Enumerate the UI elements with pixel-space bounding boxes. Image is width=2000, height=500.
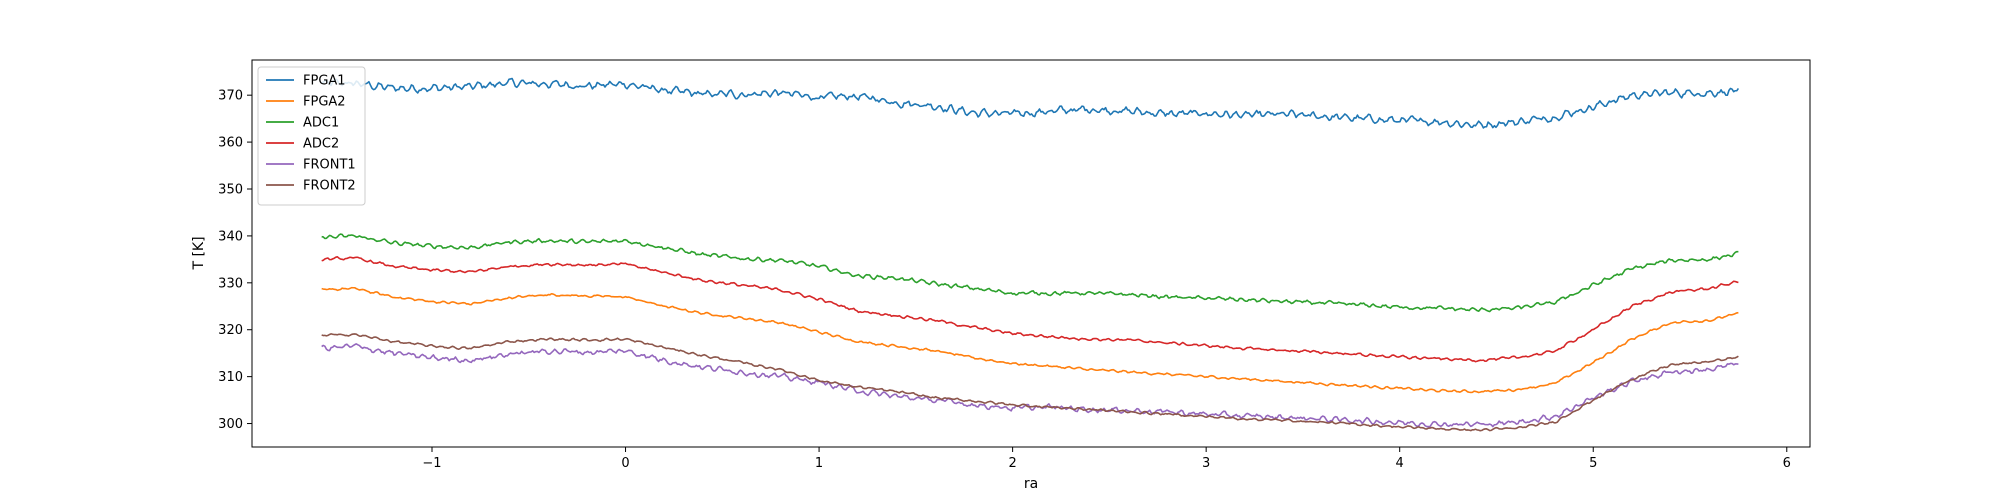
series-line-fpga2	[321, 286, 1739, 394]
legend-label-adc2: ADC2	[303, 137, 339, 152]
y-tick-label: 340	[218, 229, 243, 244]
series-line-front2	[321, 333, 1739, 432]
legend: FPGA1 FPGA2 ADC1 ADC2 FRONT1 FRONT2	[257, 66, 366, 206]
x-tick-label: 5	[1589, 456, 1597, 471]
y-tick-label: 370	[218, 89, 243, 104]
x-tick-label: 3	[1202, 456, 1210, 471]
y-axis: 300 310 320 330 340 350 360 370	[218, 89, 252, 432]
x-tick-label: 0	[621, 456, 629, 471]
legend-label-front1: FRONT1	[303, 158, 356, 173]
legend-label-front2: FRONT2	[303, 179, 356, 194]
axes-frame	[251, 59, 1811, 448]
series-line-fpga1	[321, 77, 1740, 129]
x-tick-label: −1	[422, 456, 441, 471]
y-tick-label: 350	[218, 183, 243, 198]
series-line-adc2	[321, 256, 1739, 363]
x-tick-label: 2	[1008, 456, 1016, 471]
y-tick-label: 360	[218, 136, 243, 151]
series-line-adc1	[321, 233, 1739, 313]
legend-label-adc1: ADC1	[303, 116, 339, 131]
x-tick-label: 6	[1783, 456, 1791, 471]
series-layer	[321, 77, 1740, 432]
x-tick-label: 1	[815, 456, 823, 471]
x-axis: −1 0 1 2 3 4 5 6	[422, 447, 1791, 471]
legend-label-fpga1: FPGA1	[303, 74, 346, 89]
y-tick-label: 330	[218, 276, 243, 291]
y-axis-label: T [K]	[191, 236, 207, 270]
legend-label-fpga2: FPGA2	[303, 95, 346, 110]
y-tick-label: 310	[218, 370, 243, 385]
y-tick-label: 300	[218, 417, 243, 432]
series-line-front1	[321, 343, 1739, 428]
x-tick-label: 4	[1396, 456, 1404, 471]
x-axis-label: ra	[1024, 476, 1038, 492]
y-tick-label: 320	[218, 323, 243, 338]
